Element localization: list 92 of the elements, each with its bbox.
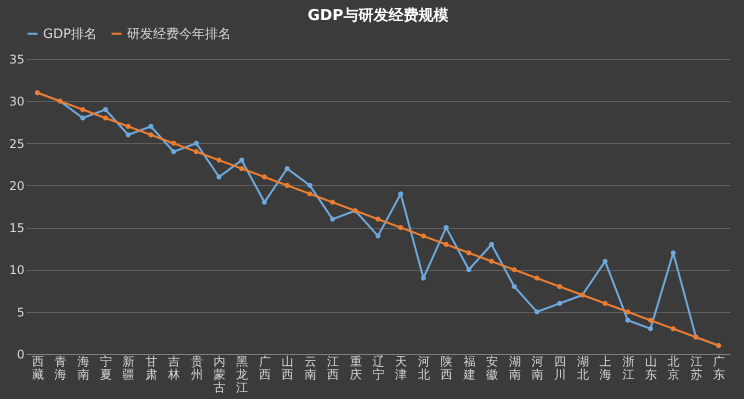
y-tick-label: 5 [16, 305, 24, 320]
point [534, 309, 540, 314]
x-tick-label: 福建 [462, 354, 476, 382]
x-tick-label: 北京 [668, 354, 680, 382]
point [670, 250, 676, 256]
point [376, 216, 380, 222]
x-tick-label: 西藏 [32, 354, 44, 382]
point [171, 140, 176, 146]
legend-label: 研发经费今年排名 [127, 26, 231, 42]
point [376, 234, 380, 238]
y-tick-label: 0 [16, 348, 24, 362]
point [489, 258, 494, 264]
point [557, 300, 562, 306]
point [80, 107, 86, 112]
point [126, 124, 131, 129]
x-tick-label: 内蒙古 [214, 354, 226, 394]
x-tick-label: 海南 [77, 354, 90, 382]
x-tick-label: 广东 [713, 354, 726, 382]
point [102, 107, 108, 112]
point [648, 318, 654, 323]
point [648, 326, 654, 332]
point [512, 267, 517, 272]
y-tick-label: 15 [9, 221, 24, 236]
x-tick-label: 湖南 [508, 354, 521, 382]
x-tick-label: 湖北 [576, 354, 589, 382]
point [80, 116, 86, 120]
point [284, 166, 290, 172]
point [216, 158, 222, 163]
point [444, 242, 449, 247]
x-tick-label: 青海 [54, 354, 67, 382]
point [284, 182, 290, 188]
point [148, 132, 154, 138]
point [262, 200, 267, 205]
point [262, 174, 267, 180]
point [512, 284, 517, 290]
point [194, 149, 199, 154]
point [239, 166, 244, 172]
x-tick-label: 天津 [395, 354, 408, 382]
x-tick-label: 江西 [327, 354, 340, 382]
x-tick-label: 云南 [304, 354, 316, 382]
x-tick-label: 陕西 [440, 354, 453, 382]
point [466, 250, 472, 256]
y-tick-label: 30 [9, 94, 24, 109]
point [194, 140, 199, 146]
point [420, 234, 426, 238]
y-tick-label: 35 [9, 52, 24, 66]
point [602, 300, 608, 306]
y-tick-label: 10 [9, 263, 24, 278]
y-tick-label: 25 [9, 136, 24, 151]
x-tick-label: 新疆 [122, 354, 135, 382]
point [307, 191, 312, 196]
x-tick-label: 吉林 [167, 354, 180, 382]
x-tick-label: 山东 [645, 354, 658, 382]
point [557, 284, 562, 290]
x-tick-label: 广西 [258, 354, 271, 382]
x-tick-label: 河南 [531, 354, 544, 382]
y-tick-label: 20 [9, 178, 24, 193]
x-tick-label: 重庆 [350, 354, 362, 382]
point [398, 225, 404, 230]
x-tick-label: 浙江 [622, 354, 634, 382]
x-tick-label: 宁夏 [100, 354, 112, 382]
point [625, 309, 630, 314]
x-tick-label: 江苏 [690, 354, 702, 382]
x-tick-label: 河北 [418, 354, 430, 382]
legend-label: GDP排名 [43, 26, 97, 42]
x-tick-label: 甘肃 [145, 354, 158, 382]
point [330, 216, 336, 222]
point [216, 174, 222, 180]
point [670, 326, 676, 332]
x-tick-label: 辽宁 [372, 354, 384, 382]
point [602, 258, 608, 264]
point [171, 149, 176, 154]
point [102, 116, 108, 120]
point [420, 276, 426, 281]
point [534, 276, 540, 281]
x-tick-label: 黑龙江 [236, 354, 248, 394]
point [126, 132, 131, 138]
point [625, 318, 630, 323]
point [239, 158, 244, 163]
x-tick-label: 四川 [554, 354, 566, 382]
x-tick-label: 安徽 [486, 354, 498, 382]
x-tick-label: 上海 [600, 354, 612, 382]
chart-title: GDP与研发经费规模 [308, 6, 450, 24]
x-tick-label: 贵州 [190, 354, 203, 382]
x-tick-label: 山西 [282, 354, 294, 382]
point [444, 225, 449, 230]
point [307, 182, 312, 188]
point [398, 191, 404, 196]
point [330, 200, 336, 205]
point [466, 267, 472, 272]
point [489, 242, 494, 247]
point [148, 124, 154, 129]
